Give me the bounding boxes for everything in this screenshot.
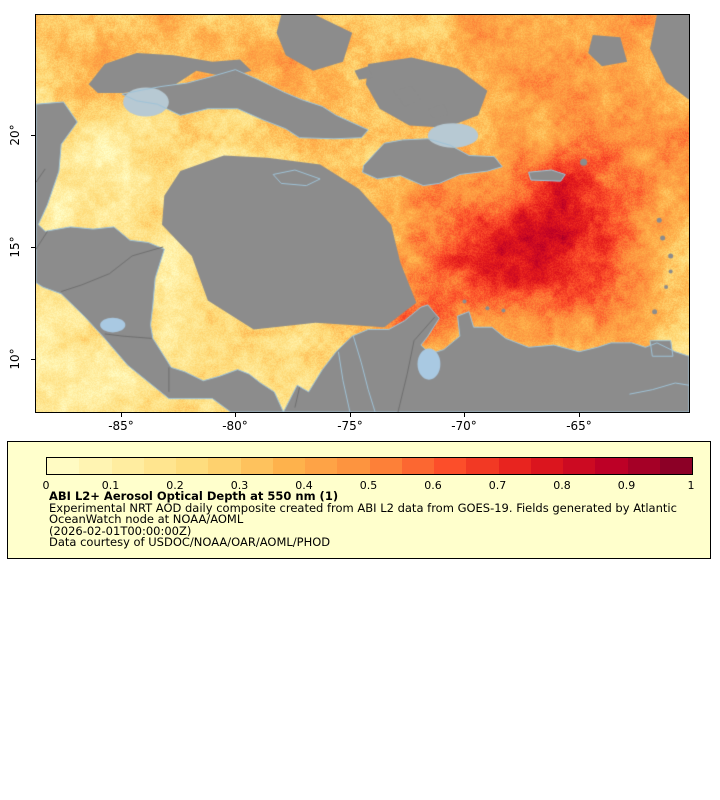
- y-tick-label: 10°: [8, 348, 22, 370]
- x-tick-label: -70°: [451, 419, 477, 433]
- colorbar-segment: [530, 458, 563, 474]
- aod-map-canvas: [36, 15, 689, 412]
- legend-title: ABI L2+ Aerosol Optical Depth at 550 nm …: [49, 489, 339, 503]
- legend-description-line1: Experimental NRT AOD daily composite cre…: [49, 500, 677, 515]
- legend-description-line2: OceanWatch node at NOAA/AOML: [49, 512, 244, 527]
- colorbar: [46, 457, 693, 475]
- colorbar-segment: [143, 458, 176, 474]
- colorbar-tick-label: 0.7: [488, 479, 507, 492]
- legend-text-block: ABI L2+ Aerosol Optical Depth at 550 nm …: [49, 489, 698, 550]
- colorbar-segment: [79, 458, 112, 474]
- x-tick-label: -65°: [566, 419, 592, 433]
- legend-panel: 0 0.1 0.2 0.3 0.4 0.5 0.6 0.7 0.8 0.9 1 …: [7, 441, 711, 559]
- y-tick-mark: [31, 359, 36, 360]
- colorbar-segment: [563, 458, 596, 474]
- x-tick-mark: [350, 412, 351, 417]
- x-tick-mark: [464, 412, 465, 417]
- y-tick-mark: [31, 135, 36, 136]
- colorbar-ticks: 0 0.1 0.2 0.3 0.4 0.5 0.6 0.7 0.8 0.9 1: [42, 479, 695, 492]
- y-tick-mark: [31, 247, 36, 248]
- colorbar-segment: [434, 458, 467, 474]
- colorbar-segment: [208, 458, 241, 474]
- legend-timestamp: (2026-02-01T00:00:00Z): [49, 523, 192, 538]
- colorbar-segment: [401, 458, 434, 474]
- aod-map: 20° 15° 10° -85° -80° -75° -70° -65°: [8, 14, 690, 433]
- colorbar-tick-label: 0.3: [230, 479, 249, 492]
- colorbar-segment: [659, 458, 692, 474]
- colorbar-segment: [627, 458, 660, 474]
- colorbar-segment: [176, 458, 209, 474]
- colorbar-segment: [466, 458, 499, 474]
- colorbar-tick-label: 0.4: [295, 479, 313, 492]
- x-tick-label: -85°: [108, 419, 134, 433]
- colorbar-segment: [595, 458, 628, 474]
- x-tick-mark: [579, 412, 580, 417]
- colorbar-segment: [498, 458, 531, 474]
- colorbar-segment: [305, 458, 338, 474]
- colorbar-tick-label: 0.6: [424, 479, 442, 492]
- colorbar-segment: [337, 458, 370, 474]
- colorbar-tick-label: 0.8: [553, 479, 571, 492]
- colorbar-segment: [47, 458, 80, 474]
- colorbar-tick-label: 0.9: [617, 479, 636, 492]
- colorbar-tick-label: 0: [42, 479, 50, 492]
- x-tick-mark: [235, 412, 236, 417]
- colorbar-segment: [111, 458, 144, 474]
- x-tick-mark: [121, 412, 122, 417]
- y-tick-label: 15°: [8, 236, 22, 258]
- colorbar-segment: [369, 458, 402, 474]
- colorbar-segment: [272, 458, 305, 474]
- y-tick-label: 20°: [8, 124, 22, 146]
- colorbar-tick-label: 1: [687, 479, 695, 492]
- colorbar-tick-label: 0.2: [166, 479, 184, 492]
- x-tick-label: -80°: [222, 419, 248, 433]
- colorbar-tick-label: 0.5: [359, 479, 378, 492]
- colorbar-segment: [240, 458, 273, 474]
- colorbar-tick-label: 0.1: [101, 479, 120, 492]
- x-tick-label: -75°: [337, 419, 363, 433]
- legend-courtesy: Data courtesy of USDOC/NOAA/OAR/AOML/PHO…: [49, 535, 331, 550]
